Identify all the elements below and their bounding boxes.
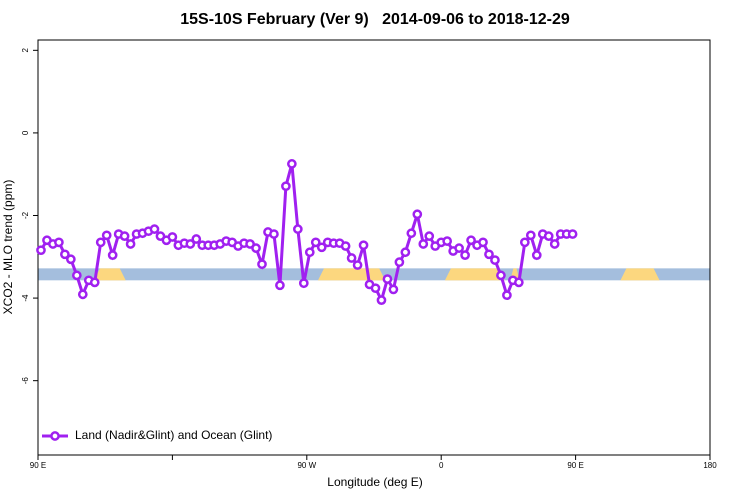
- x-tick-label: 0: [439, 461, 444, 470]
- y-axis-label: XCO2 - MLO trend (ppm): [1, 180, 15, 315]
- x-tick-label: 90 E: [30, 461, 46, 470]
- legend-marker: [50, 431, 60, 441]
- x-tick-label: 90 W: [297, 461, 316, 470]
- x-axis-label: Longitude (deg E): [327, 475, 422, 489]
- y-tick-label: -4: [21, 294, 30, 302]
- data-point: [454, 243, 464, 253]
- data-point: [251, 243, 261, 253]
- data-point: [496, 270, 506, 281]
- data-point: [77, 289, 88, 300]
- data-point: [567, 229, 578, 239]
- data-point: [514, 277, 524, 288]
- legend-label: Land (Nadir&Glint) and Ocean (Glint): [75, 428, 272, 442]
- data-point: [466, 235, 476, 246]
- data-point: [394, 257, 405, 268]
- data-point: [406, 228, 417, 239]
- land-band: [444, 268, 505, 281]
- data-point: [388, 284, 399, 295]
- y-tick-label: 0: [21, 130, 30, 135]
- data-point: [346, 253, 357, 263]
- data-point: [281, 181, 291, 192]
- data-point: [502, 290, 512, 301]
- data-point: [543, 231, 554, 241]
- data-point: [424, 231, 435, 241]
- data-point: [191, 234, 202, 244]
- data-point: [400, 247, 411, 258]
- land-band: [94, 268, 126, 281]
- data-point: [149, 224, 160, 234]
- data-point: [101, 230, 112, 241]
- y-tick-label: -6: [21, 377, 30, 385]
- data-point: [257, 259, 267, 270]
- data-point: [525, 230, 536, 241]
- data-point: [352, 260, 363, 270]
- data-point: [549, 239, 560, 249]
- data-point: [418, 239, 429, 249]
- data-point: [60, 249, 70, 260]
- data-point: [310, 237, 321, 248]
- data-point: [125, 239, 136, 249]
- data-point: [66, 254, 76, 265]
- data-point: [490, 255, 500, 265]
- data-point: [95, 237, 106, 248]
- data-point: [358, 240, 369, 251]
- data-point: [519, 237, 530, 248]
- data-point: [292, 224, 303, 234]
- data-point: [298, 278, 309, 289]
- data-point: [304, 247, 315, 258]
- data-point: [185, 239, 196, 249]
- data-point: [275, 280, 285, 291]
- x-tick-label: 90 E: [567, 461, 583, 470]
- data-point: [531, 250, 542, 260]
- x-tick-label: 180: [703, 461, 717, 470]
- data-point: [484, 249, 494, 260]
- data-point: [478, 237, 488, 248]
- data-point: [71, 270, 82, 281]
- y-tick-label: 2: [21, 48, 30, 53]
- data-point: [269, 229, 279, 239]
- data-point: [54, 237, 64, 248]
- y-tick-label: -2: [21, 211, 30, 219]
- land-band: [620, 268, 660, 281]
- data-point: [382, 274, 393, 284]
- data-point: [287, 159, 297, 169]
- data-point: [36, 245, 46, 256]
- data-point: [370, 283, 381, 294]
- data-point: [89, 277, 100, 288]
- chart-title: 15S-10S February (Ver 9) 2014-09-06 to 2…: [180, 11, 570, 28]
- data-point: [119, 231, 130, 241]
- land-band: [318, 268, 386, 281]
- data-point: [460, 250, 470, 260]
- data-point: [412, 209, 423, 220]
- data-point: [167, 232, 178, 242]
- plot-frame: [37, 39, 711, 456]
- data-point: [340, 241, 351, 251]
- data-point: [376, 295, 387, 305]
- data-point: [442, 236, 453, 246]
- data-point: [107, 250, 118, 260]
- data-point: [316, 242, 327, 253]
